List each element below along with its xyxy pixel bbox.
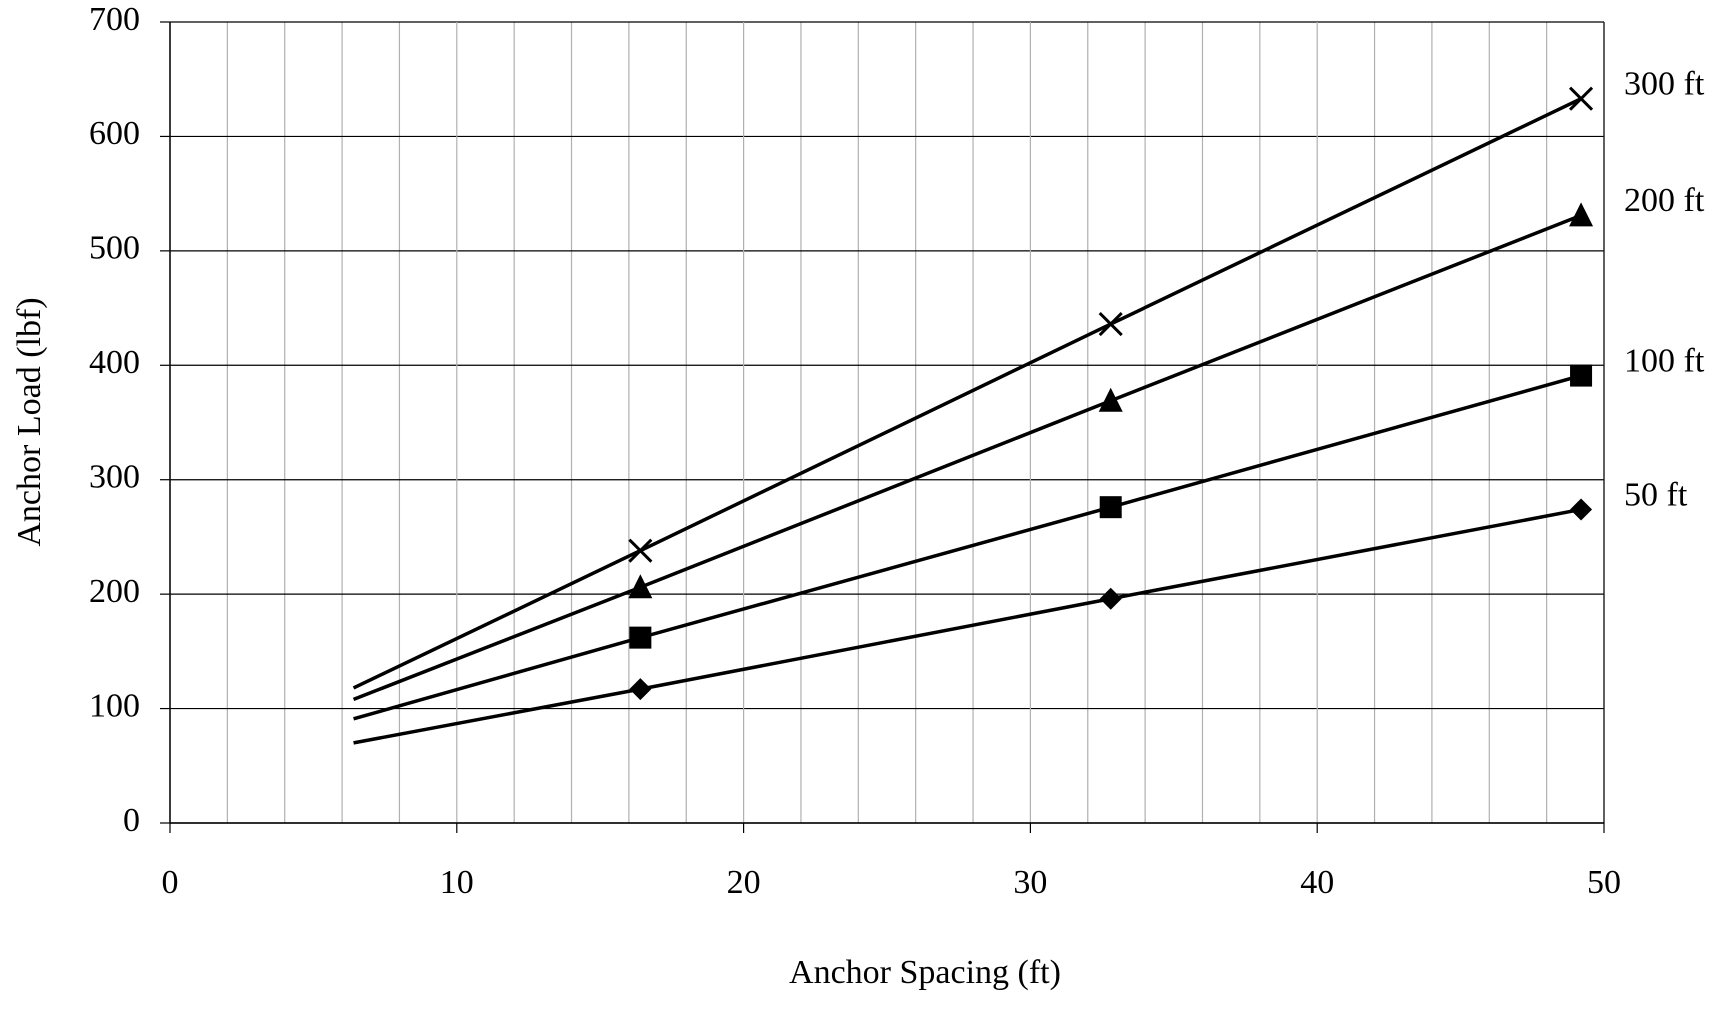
- y-tick-label: 400: [89, 344, 140, 381]
- y-tick-label: 300: [89, 459, 140, 496]
- x-tick-label: 0: [162, 864, 179, 901]
- y-tick-label: 600: [89, 115, 140, 152]
- marker-square: [1099, 496, 1122, 519]
- series-label: 50 ft: [1624, 476, 1688, 513]
- marker-cross: [1568, 86, 1594, 111]
- series-line: [353, 373, 1582, 721]
- series-line: [352, 213, 1582, 702]
- marker-square: [629, 626, 652, 649]
- series-line: [352, 97, 1582, 690]
- marker-diamond: [1570, 498, 1593, 521]
- series-line: [353, 507, 1582, 745]
- marker-triangle: [628, 574, 653, 599]
- marker-cross: [1098, 312, 1123, 337]
- marker-triangle: [1569, 202, 1594, 227]
- series-label: 300 ft: [1624, 65, 1705, 102]
- x-tick-label: 40: [1300, 864, 1334, 901]
- series-label: 100 ft: [1624, 342, 1705, 379]
- marker-cross: [628, 538, 653, 563]
- marker-diamond: [1099, 587, 1122, 610]
- x-tick-label: 30: [1013, 864, 1047, 901]
- y-tick-label: 0: [123, 802, 140, 839]
- y-tick-label: 200: [89, 573, 140, 610]
- x-tick-label: 20: [727, 864, 761, 901]
- x-tick-label: 50: [1587, 864, 1621, 901]
- series-label: 200 ft: [1624, 182, 1705, 219]
- y-axis-title: Anchor Load (lbf): [11, 297, 48, 546]
- y-tick-label: 100: [89, 687, 140, 724]
- y-tick-label: 700: [89, 1, 140, 38]
- marker-diamond: [629, 678, 652, 701]
- y-tick-label: 500: [89, 230, 140, 267]
- x-tick-label: 10: [440, 864, 474, 901]
- x-axis-title: Anchor Spacing (ft): [789, 954, 1061, 991]
- marker-square: [1570, 364, 1593, 387]
- marker-triangle: [1098, 387, 1123, 412]
